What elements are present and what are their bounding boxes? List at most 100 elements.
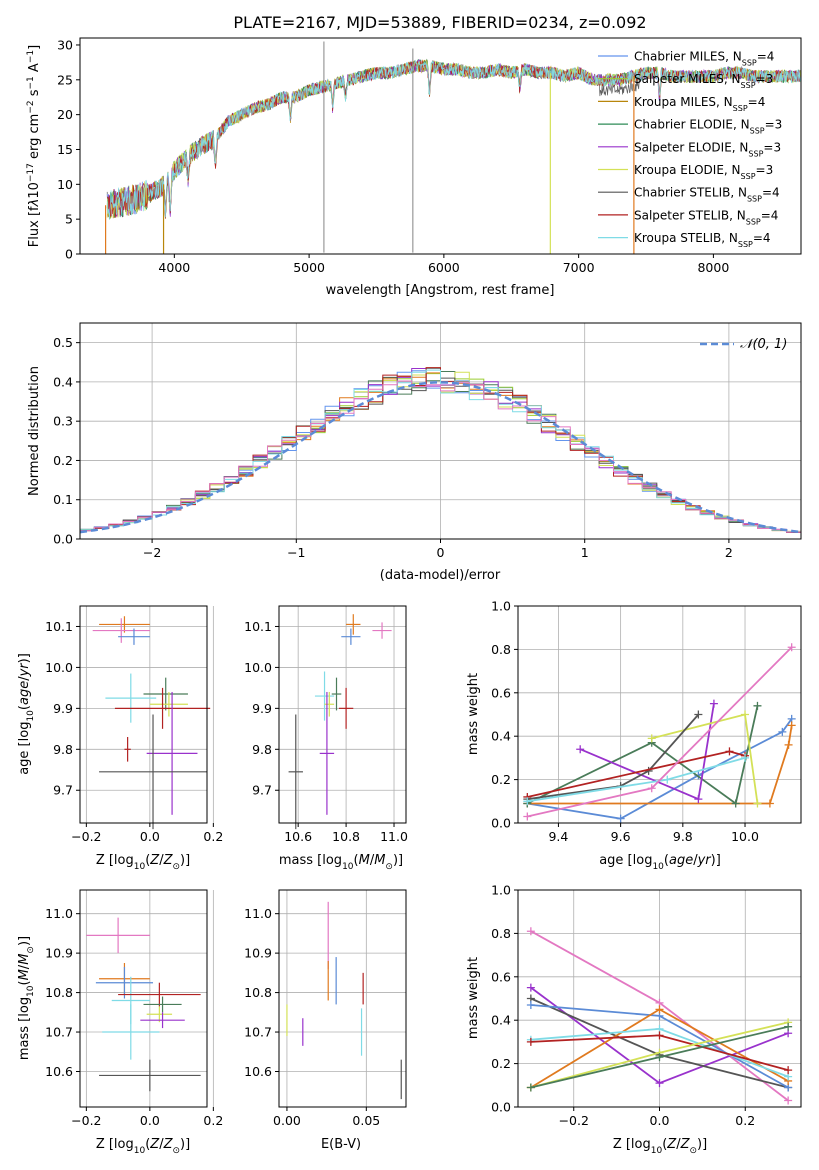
mass-weight-marker xyxy=(694,795,703,804)
weight-vs-Z-xlabel: Z [log10(Z/Z⊙)] xyxy=(613,1137,707,1156)
legend-label: Salpeter MILES, NSSP=3 xyxy=(634,72,773,90)
y-tick-label: 25 xyxy=(57,72,73,87)
x-tick-label: 8000 xyxy=(697,260,729,275)
gaussian-reference-curve xyxy=(79,381,802,534)
x-tick-label: −1 xyxy=(287,545,305,560)
mass-vs-Z-ylabel: mass [log10(M/M⊙)] xyxy=(17,936,36,1060)
y-tick-label: 0.1 xyxy=(53,492,73,507)
spectrum-frame xyxy=(79,37,802,255)
y-tick-label: 9.7 xyxy=(252,783,272,798)
residuals-xlabel: (data-model)/error xyxy=(380,568,501,583)
weight-vs-Z-panel: −0.2 0.0 0.2 0.0 0.2 0.4 0.6 0.8 1.0 Z [log10(Z/… xyxy=(466,883,802,1156)
mass-vs-Z-panel: −0.2 0.0 0.2 10.6 10.7 10.8 10.9 11.0 Z [log10(… xyxy=(17,889,223,1156)
y-tick-label: 0.2 xyxy=(491,772,511,787)
mass-weight-marker xyxy=(576,745,585,754)
mass-weight-marker xyxy=(694,710,703,719)
x-tick-label: 2 xyxy=(725,545,733,560)
legend-label: Chabrier MILES, NSSP=4 xyxy=(634,50,774,68)
age-vs-Z-ylabel: age [log10(age/yr)] xyxy=(17,653,36,775)
y-tick-label: 10.6 xyxy=(244,1064,272,1079)
x-tick-label: 4000 xyxy=(158,260,190,275)
weight-vs-age-frame xyxy=(517,605,802,824)
weight-vs-age-xlabel: age [log10(age/yr)] xyxy=(599,853,721,872)
age-vs-mass-frame xyxy=(278,605,407,824)
mass-weight-marker xyxy=(655,1053,664,1062)
mass-weight-line xyxy=(527,713,700,800)
y-tick-label: 10.0 xyxy=(244,660,272,675)
legend-label: Chabrier STELIB, NSSP=4 xyxy=(634,186,780,204)
x-tick-label: −0.2 xyxy=(71,1113,101,1128)
y-tick-label: 5 xyxy=(65,212,73,227)
residuals-legend-label: 𝒩(0, 1) xyxy=(740,337,787,352)
weight-vs-Z-ylabel: mass weight xyxy=(466,957,481,1039)
y-tick-label: 10.6 xyxy=(45,1064,73,1079)
x-tick-label: 0 xyxy=(437,545,445,560)
age-vs-mass-xlabel: mass [log10(M/M⊙)] xyxy=(279,853,403,872)
x-tick-label: 0.05 xyxy=(352,1113,380,1128)
y-tick-label: 0.4 xyxy=(53,374,73,389)
x-tick-label: −0.2 xyxy=(559,1113,589,1128)
x-tick-label: 11.0 xyxy=(380,829,408,844)
mass-weight-line xyxy=(579,703,715,801)
y-tick-label: 0.0 xyxy=(491,1100,511,1115)
x-tick-label: 9.4 xyxy=(548,829,568,844)
y-tick-label: 0.0 xyxy=(491,816,511,831)
mass-weight-marker xyxy=(655,1005,664,1014)
mass-weight-marker xyxy=(784,1096,793,1105)
mass-weight-marker xyxy=(647,734,656,743)
mass-vs-EBV-panel: 0.00 0.05 10.6 10.7 10.8 10.9 11.0 E(B-V) xyxy=(244,889,407,1152)
y-tick-label: 0.2 xyxy=(53,453,73,468)
y-tick-label: 10.9 xyxy=(45,946,73,961)
mass-weight-marker xyxy=(526,1001,535,1010)
y-tick-label: 10 xyxy=(57,177,73,192)
x-tick-label: 10.8 xyxy=(332,829,360,844)
x-tick-label: 0.0 xyxy=(650,1113,670,1128)
residuals-panel: −2 −1 0 1 2 0.0 0.1 0.2 0.3 0.4 0.5 𝒩(0, 1) (data-… xyxy=(27,322,802,583)
y-tick-label: 0.6 xyxy=(491,685,511,700)
figure-title: PLATE=2167, MJD=53889, FIBERID=0234, z=0… xyxy=(233,13,646,32)
x-tick-label: 0.00 xyxy=(273,1113,301,1128)
spectrum-legend: Chabrier MILES, NSSP=4 Salpeter MILES, NS… xyxy=(598,50,782,249)
x-tick-label: 0.0 xyxy=(140,1113,160,1128)
y-tick-label: 0.8 xyxy=(491,642,511,657)
weight-vs-age-ylabel: mass weight xyxy=(466,673,481,755)
mass-vs-EBV-xlabel: E(B-V) xyxy=(321,1137,361,1152)
x-tick-label: 9.8 xyxy=(673,829,693,844)
x-tick-label: 0.2 xyxy=(203,829,223,844)
x-tick-label: 7000 xyxy=(563,260,595,275)
mass-weight-marker xyxy=(725,747,734,756)
y-tick-label: 9.8 xyxy=(53,742,73,757)
mass-weight-marker xyxy=(784,740,793,749)
x-tick-label: −2 xyxy=(143,545,161,560)
mass-weight-marker xyxy=(787,643,796,652)
mass-weight-marker xyxy=(753,799,762,808)
y-tick-label: 0.3 xyxy=(53,414,73,429)
mass-weight-marker xyxy=(526,927,535,936)
mass-weight-marker xyxy=(784,1066,793,1075)
mass-weight-marker xyxy=(778,727,787,736)
legend-label: Kroupa MILES, NSSP=4 xyxy=(634,95,765,113)
age-vs-mass-panel: 10.6 10.8 11.0 9.7 9.8 9.9 10.0 10.1 mass [log1… xyxy=(244,605,408,872)
y-tick-label: 10.1 xyxy=(45,619,73,634)
mass-weight-marker xyxy=(526,983,535,992)
mass-weight-marker xyxy=(523,812,532,821)
y-tick-label: 0.4 xyxy=(491,729,511,744)
spectrum-line xyxy=(106,59,802,220)
mass-vs-Z-frame xyxy=(79,889,208,1108)
x-tick-label: 10.0 xyxy=(731,829,759,844)
mass-weight-marker xyxy=(647,784,656,793)
legend-label: Kroupa STELIB, NSSP=4 xyxy=(634,231,771,249)
mass-weight-marker xyxy=(741,753,750,762)
mass-weight-marker xyxy=(523,797,532,806)
y-tick-label: 0 xyxy=(65,247,73,262)
mass-weight-marker xyxy=(663,775,672,784)
mass-weight-marker xyxy=(741,710,750,719)
y-tick-label: 0.8 xyxy=(491,926,511,941)
y-tick-label: 0.2 xyxy=(491,1056,511,1071)
y-tick-label: 0.6 xyxy=(491,969,511,984)
x-tick-label: 0.0 xyxy=(140,829,160,844)
legend-label: Kroupa ELODIE, NSSP=3 xyxy=(634,163,773,181)
spectrum-ylabel: Flux [fλ10−17 erg cm−2 s−1 A−1] xyxy=(26,45,42,247)
x-tick-label: 0.2 xyxy=(735,1113,755,1128)
